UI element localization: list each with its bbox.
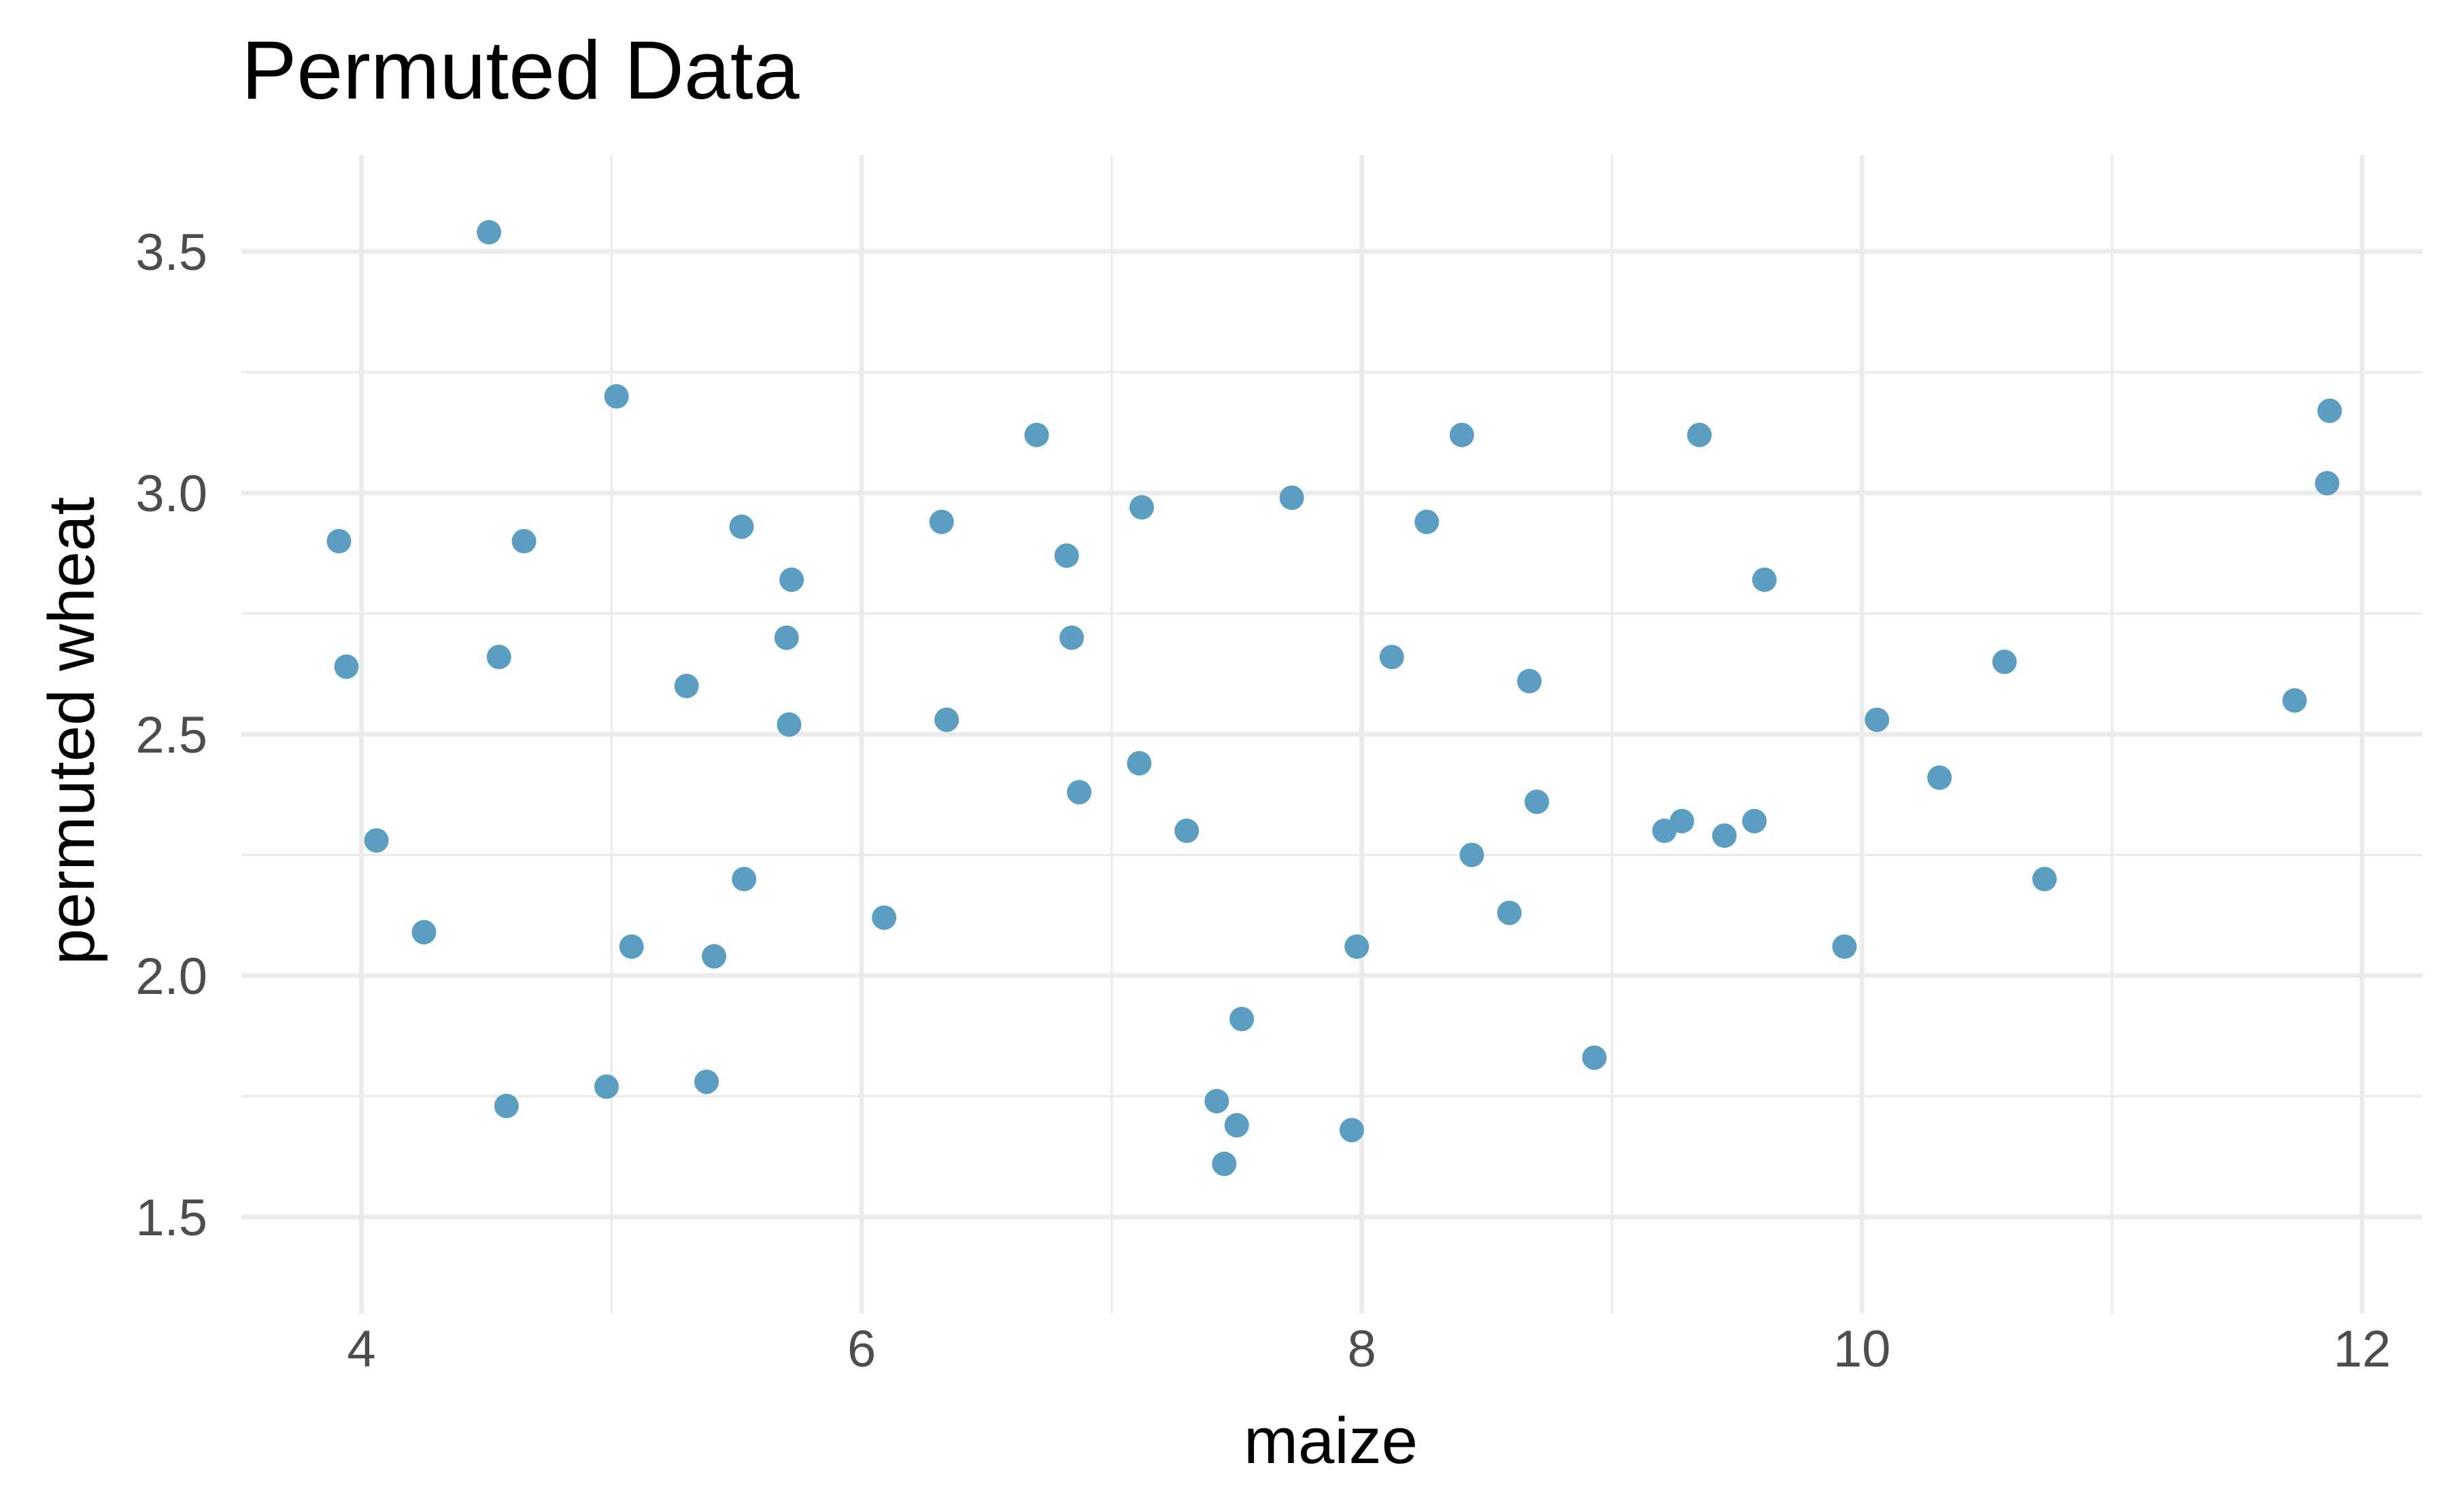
data-point xyxy=(511,529,537,553)
data-point xyxy=(1669,808,1695,834)
data-point xyxy=(1832,934,1857,959)
data-point xyxy=(1992,649,2017,674)
data-point xyxy=(2317,398,2342,424)
data-point xyxy=(1127,751,1152,776)
data-point xyxy=(1279,485,1304,511)
data-point xyxy=(326,529,352,553)
chart-title: Permuted Data xyxy=(241,24,800,116)
data-point xyxy=(1459,842,1484,867)
data-point xyxy=(494,1093,519,1118)
data-point xyxy=(702,944,727,969)
y-tick-label: 3.0 xyxy=(135,465,207,523)
data-point xyxy=(1742,808,1767,834)
data-point xyxy=(334,654,359,679)
data-point xyxy=(1224,1113,1249,1138)
y-tick-label: 1.5 xyxy=(135,1189,207,1247)
data-point xyxy=(411,920,437,945)
data-point xyxy=(1344,934,1370,959)
data-point xyxy=(1174,819,1200,843)
data-point xyxy=(1059,625,1085,650)
y-axis-title: permuted wheat xyxy=(35,497,108,965)
data-point xyxy=(872,905,897,930)
data-point xyxy=(477,220,502,245)
data-point xyxy=(1054,543,1079,568)
data-point xyxy=(594,1074,619,1099)
x-axis-title: maize xyxy=(1244,1405,1418,1477)
data-point xyxy=(604,384,629,409)
data-point xyxy=(1024,422,1049,447)
data-point xyxy=(729,514,754,539)
data-point xyxy=(1204,1088,1229,1114)
data-point xyxy=(1582,1045,1607,1070)
data-point xyxy=(1067,780,1092,805)
x-tick-label: 12 xyxy=(2333,1320,2391,1378)
data-point xyxy=(1525,789,1550,814)
data-point xyxy=(2032,867,2057,891)
data-point xyxy=(1449,422,1474,447)
data-point xyxy=(486,645,511,670)
data-point xyxy=(1865,707,1890,732)
data-point xyxy=(777,712,802,737)
x-tick-label: 6 xyxy=(847,1320,876,1378)
x-tick-label: 8 xyxy=(1347,1320,1376,1378)
y-tick-label: 2.0 xyxy=(135,948,207,1006)
y-tick-label: 2.5 xyxy=(135,706,207,764)
data-point xyxy=(1379,645,1404,670)
data-point xyxy=(2282,688,2307,713)
data-point xyxy=(1414,509,1440,534)
data-point xyxy=(929,509,954,534)
x-tick-label: 4 xyxy=(347,1320,375,1378)
data-point xyxy=(732,867,757,891)
y-axis-tick-labels: 1.5 2.0 2.5 3.0 3.5 xyxy=(135,224,207,1247)
x-axis-tick-labels: 4 6 8 10 12 xyxy=(347,1320,2391,1378)
data-point xyxy=(364,828,389,853)
data-point xyxy=(2315,470,2340,496)
data-point xyxy=(619,934,644,959)
data-point xyxy=(1927,765,1952,790)
major-gridlines xyxy=(241,155,2422,1313)
data-point xyxy=(1339,1118,1364,1143)
data-point xyxy=(694,1069,719,1095)
data-point xyxy=(934,707,959,732)
data-point xyxy=(674,674,699,698)
data-point xyxy=(1497,900,1522,925)
data-point xyxy=(1212,1151,1237,1176)
data-point xyxy=(1129,495,1154,520)
data-point xyxy=(774,625,799,650)
data-point xyxy=(1229,1006,1255,1031)
data-points xyxy=(326,220,2342,1176)
data-point xyxy=(1752,567,1777,592)
data-point xyxy=(1517,668,1542,693)
x-tick-label: 10 xyxy=(1833,1320,1891,1378)
data-point xyxy=(1687,422,1712,447)
y-tick-label: 3.5 xyxy=(135,224,207,281)
data-point xyxy=(779,567,804,592)
data-point xyxy=(1712,823,1737,848)
